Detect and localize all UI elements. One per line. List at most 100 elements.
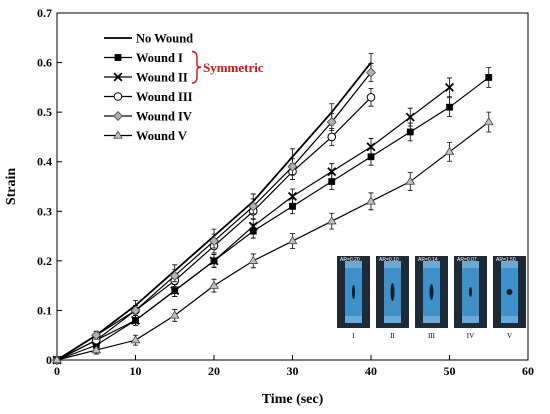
specimen-panel: AR=0.20 I: [337, 256, 370, 340]
legend-entry: Wound III: [104, 90, 193, 104]
data-point: [130, 335, 141, 344]
panel-label: V: [507, 332, 512, 340]
specimen-grip: [462, 316, 479, 323]
x-tick-label: 20: [208, 364, 220, 378]
specimen-inset: AR=0.20 I AR=0.10 II AR=0.14 III AR=0.07 IV AR=1…: [337, 256, 526, 340]
aspect-ratio-label: AR=0.10: [379, 257, 399, 263]
y-tick-label: 0.1: [37, 303, 52, 317]
specimen-panel: AR=0.10 II: [376, 256, 409, 340]
series-line: [56, 121, 490, 361]
legend-label: Wound III: [136, 90, 193, 104]
symmetric-annotation: Symmetric: [203, 60, 264, 75]
symmetric-bracket: [191, 50, 202, 84]
y-axis-title: Strain: [4, 168, 19, 206]
panel-label: II: [390, 332, 395, 340]
legend-label: No Wound: [136, 32, 193, 46]
specimen-grip: [501, 316, 518, 323]
legend-label: Wound V: [136, 129, 187, 143]
data-point: [366, 142, 376, 152]
y-tick-label: 0.2: [37, 254, 52, 268]
data-point: [287, 191, 298, 201]
data-point: [405, 112, 415, 122]
axes: 0 10 20 30 40 50 60 0 0.1 0.2 0.3 0.4 0.5 0.6 0.7: [37, 6, 534, 378]
legend-marker: [113, 111, 123, 121]
specimen-grip: [384, 316, 401, 323]
data-point: [248, 201, 259, 212]
data-point: [169, 270, 180, 281]
series-wound-iv: [52, 63, 376, 365]
wound-slit: [429, 284, 434, 300]
specimen-grip: [384, 261, 401, 268]
panel-label: I: [352, 332, 355, 340]
specimen-grip: [501, 261, 518, 268]
data-point: [405, 176, 416, 185]
data-point: [209, 280, 219, 289]
legend-entry: No Wound: [104, 32, 193, 46]
legend-marker: [113, 72, 123, 82]
data-point: [366, 67, 376, 78]
x-tick-label: 0: [54, 364, 60, 378]
specimen-grip: [423, 316, 440, 323]
data-point: [444, 82, 455, 92]
data-point: [326, 117, 337, 128]
legend-label: Wound IV: [136, 110, 192, 124]
data-point: [326, 216, 337, 225]
series-line: [56, 62, 372, 361]
series-no-wound: [54, 53, 374, 363]
legend-entry: Wound I: [104, 51, 183, 65]
legend-marker: [113, 130, 123, 139]
data-point: [170, 286, 180, 296]
y-tick-label: 0.4: [37, 155, 52, 169]
data-point: [327, 132, 337, 142]
aspect-ratio-label: AR=1.50: [496, 257, 516, 263]
specimen-grip: [423, 261, 440, 268]
legend-marker: [113, 92, 123, 101]
data-point: [483, 117, 494, 126]
data-point: [444, 146, 455, 155]
series-line: [56, 96, 372, 361]
legend-marker: [114, 54, 122, 61]
series-wound-ii: [52, 77, 455, 365]
x-axis-title: Time (sec): [262, 392, 324, 407]
series-wound-iii: [52, 87, 376, 365]
data-point: [366, 196, 376, 205]
x-tick-label: 10: [130, 364, 142, 378]
data-point: [91, 345, 102, 354]
data-point: [130, 315, 141, 325]
wound-slit: [390, 283, 395, 301]
panel-label: IV: [467, 332, 474, 340]
series-layer: [52, 53, 494, 365]
data-point: [289, 202, 296, 210]
data-point: [367, 153, 375, 161]
data-point: [91, 330, 102, 341]
specimen-panel: AR=0.14 III: [415, 256, 448, 340]
series-wound-v: [52, 111, 494, 364]
x-tick-label: 60: [522, 364, 534, 378]
legend: No Wound Wound I Wound II Wound III Wound IV…: [104, 32, 264, 143]
data-point: [287, 161, 298, 172]
specimen-panel: AR=0.07 IV: [454, 256, 487, 340]
panel-label: III: [428, 332, 436, 340]
x-tick-label: 30: [287, 364, 299, 378]
x-tick-label: 40: [365, 364, 377, 378]
x-tick-label: 50: [444, 364, 456, 378]
data-point: [248, 221, 258, 231]
data-point: [52, 355, 62, 364]
data-point: [366, 92, 376, 102]
y-tick-label: 0.6: [37, 56, 52, 70]
specimen-grip: [462, 261, 479, 268]
data-point: [446, 103, 453, 111]
legend-entry: Wound II: [104, 71, 188, 85]
wound-slit: [506, 289, 513, 295]
data-point: [169, 310, 180, 319]
wound-slit: [352, 285, 355, 299]
data-point: [209, 256, 219, 266]
y-tick-label: 0: [46, 353, 52, 367]
aspect-ratio-label: AR=0.07: [457, 257, 477, 263]
data-point: [130, 305, 141, 316]
wound-slit: [469, 287, 472, 297]
specimen-panel: AR=1.50 V: [493, 256, 526, 340]
aspect-ratio-label: AR=0.14: [418, 257, 438, 263]
legend-label: Wound II: [136, 71, 188, 85]
